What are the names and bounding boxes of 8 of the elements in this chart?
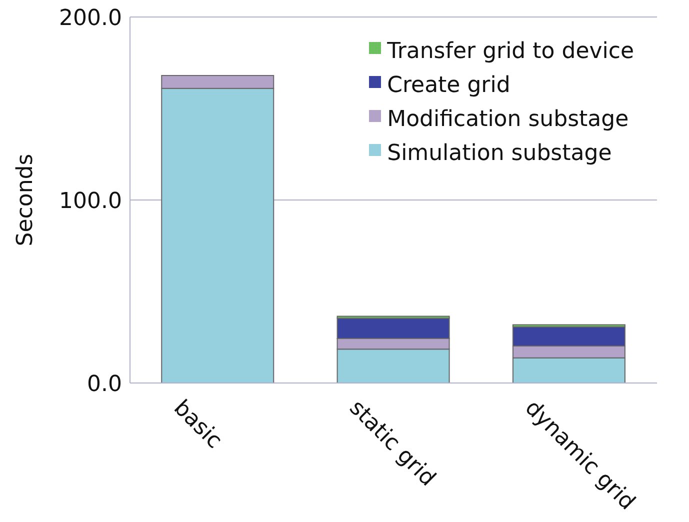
- legend-label: Create grid: [387, 73, 510, 98]
- y-axis-title: Seconds: [12, 154, 38, 246]
- y-tick-label: 200.0: [59, 6, 122, 31]
- y-tick-label: 0.0: [87, 372, 122, 397]
- y-tick-label: 100.0: [59, 188, 122, 214]
- legend-label: Simulation substage: [387, 141, 612, 166]
- legend-label: Transfer grid to device: [387, 39, 634, 64]
- legend-label: Modification substage: [387, 107, 629, 132]
